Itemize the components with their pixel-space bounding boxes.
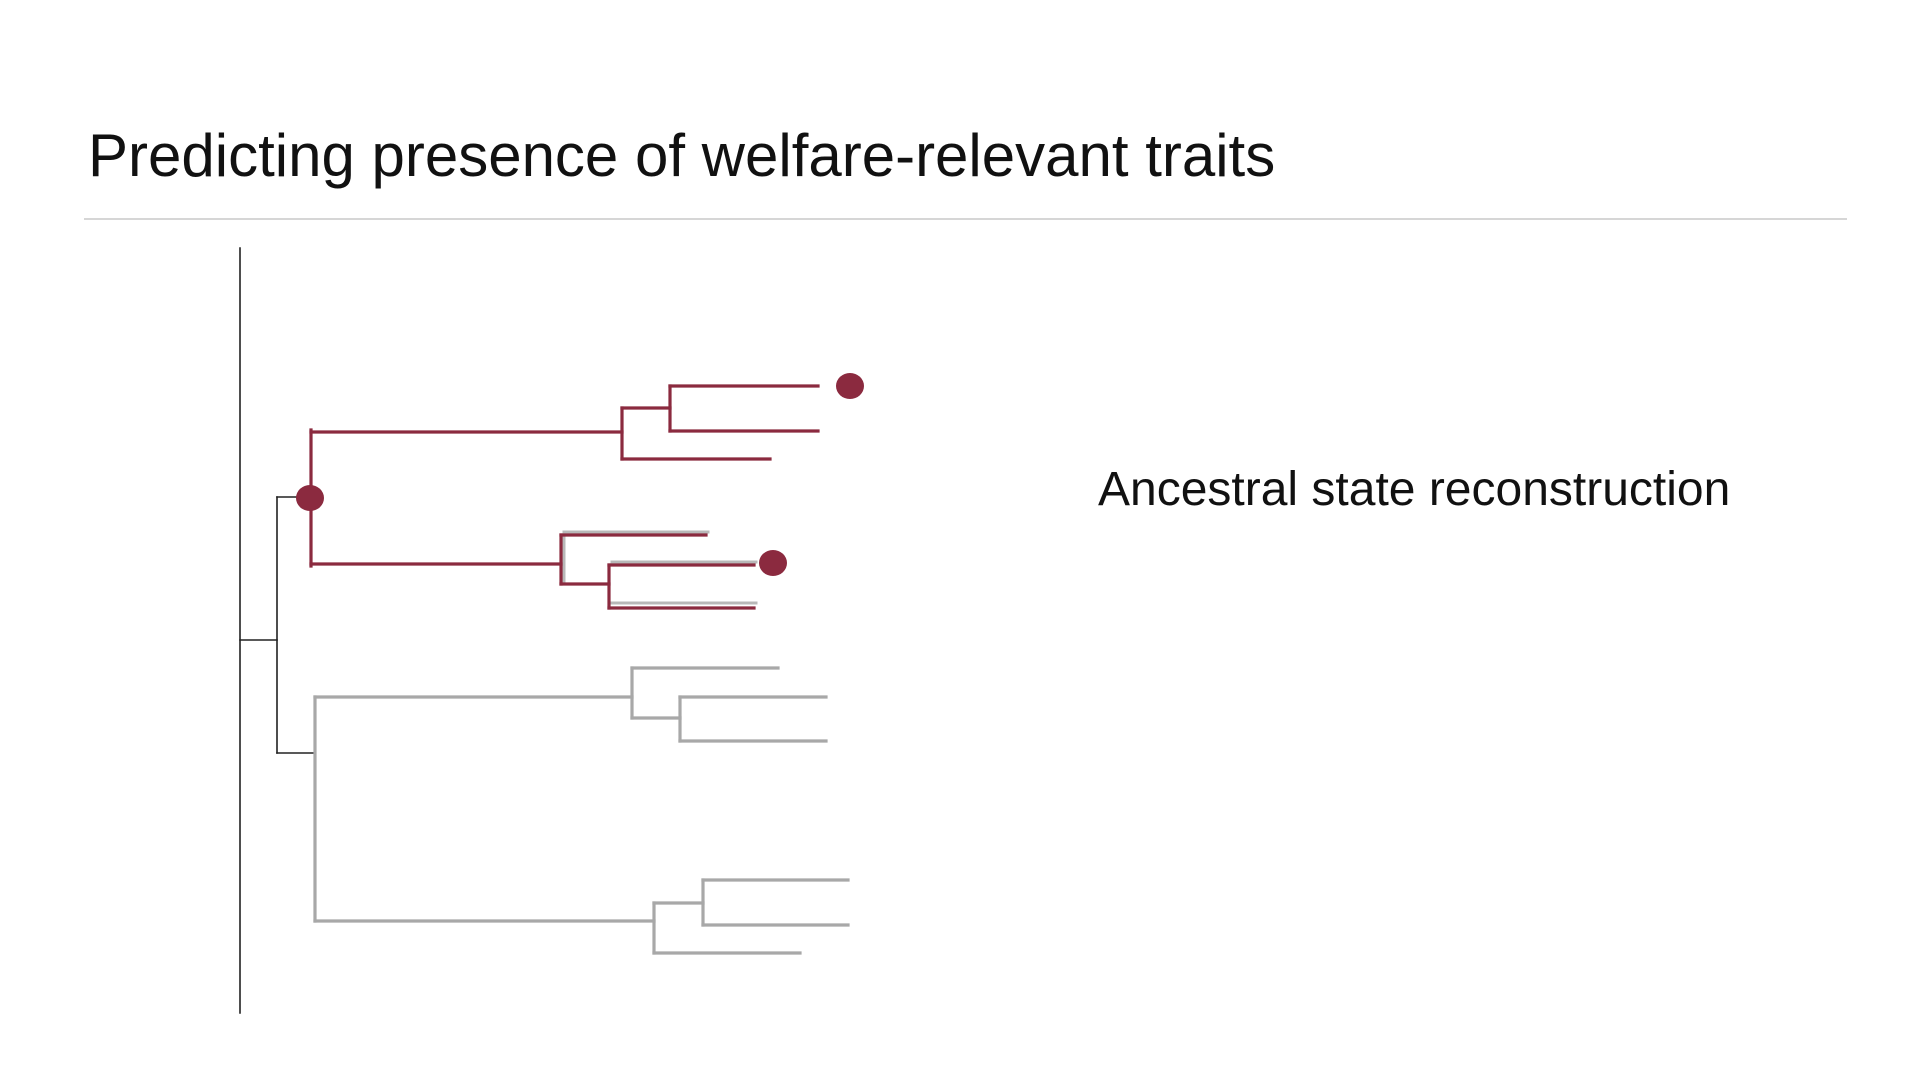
slide-title: Predicting presence of welfare-relevant … (88, 122, 1276, 189)
observed-trait-marker (759, 550, 787, 576)
ancestral-trait-marker (296, 485, 324, 511)
method-label: Ancestral state reconstruction (1098, 463, 1731, 516)
observed-trait-marker (836, 373, 864, 399)
tree-backbone (239, 247, 314, 1014)
clade-b-shadow (562, 530, 758, 605)
trait-markers (296, 373, 864, 576)
trait-absent-subtree (313, 666, 850, 955)
title-divider (84, 218, 1847, 220)
